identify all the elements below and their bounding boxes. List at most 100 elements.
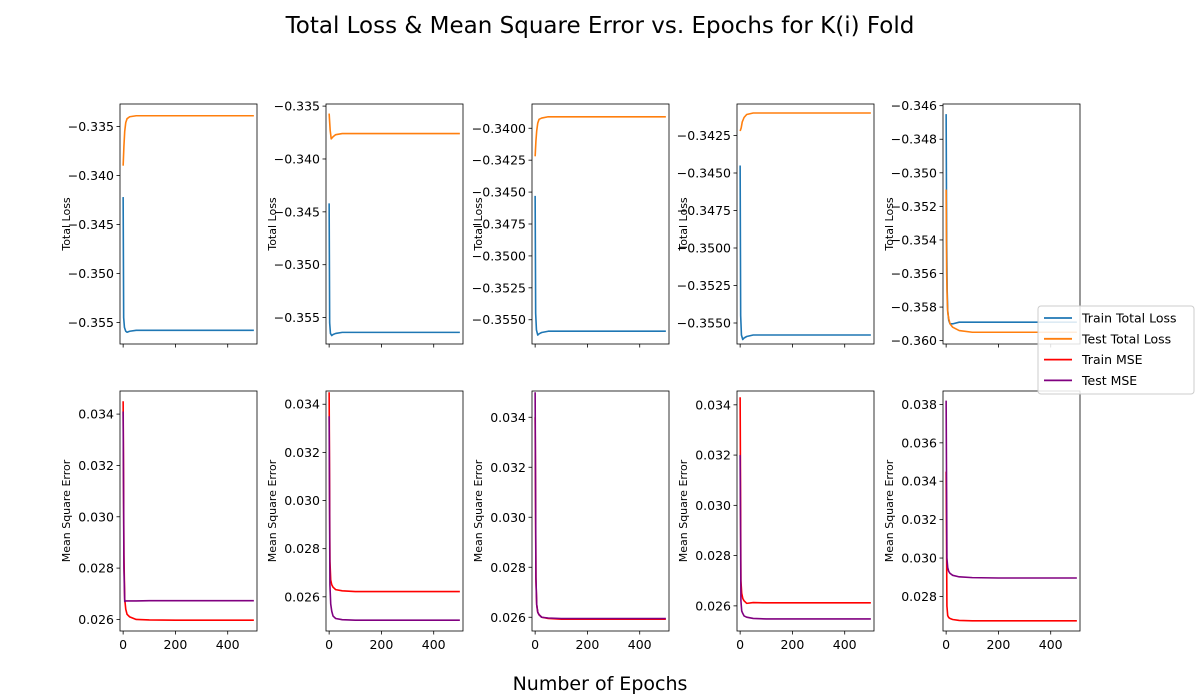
subplot-mse-fold-3: 0.026 0.028 0.030 0.032 0.034 0 200 400 Mean Squ…: [472, 390, 670, 652]
y-tick-label: 0.034: [695, 397, 731, 412]
y-tick-label: −0.346: [891, 98, 937, 113]
y-axis-label: Mean Square Error: [677, 459, 690, 562]
y-tick-label: −0.3450: [677, 166, 731, 181]
y-tick-label: −0.3450: [472, 185, 526, 200]
axes-frame: [531, 390, 670, 632]
legend-label: Test Total Loss: [1081, 331, 1171, 346]
y-axis-label: Mean Square Error: [266, 459, 279, 562]
x-tick-label: 0: [942, 637, 950, 652]
y-tick-label: −0.3525: [677, 278, 731, 293]
y-tick-label: 0.032: [901, 512, 937, 527]
x-tick-label: 400: [1039, 637, 1063, 652]
axes-frame: [736, 103, 875, 345]
y-axis-label: Total Loss: [677, 197, 690, 252]
y-tick-label: 0.026: [490, 610, 526, 625]
y-tick-label: −0.3525: [472, 280, 526, 295]
y-tick-label: −0.3550: [677, 316, 731, 331]
y-tick-label: −0.350: [891, 165, 937, 180]
subplot-mse-fold-2: 0.026 0.028 0.030 0.032 0.034 0 200 400 Mean Squ…: [266, 390, 464, 652]
y-tick-label: 0.034: [78, 407, 114, 422]
series-line-test-mse: [945, 400, 1077, 579]
legend-box: [1037, 305, 1195, 395]
axes-frame: [325, 390, 464, 632]
series-line-train-mse: [328, 392, 460, 593]
subplot-loss-fold-5: −0.360 −0.358 −0.356 −0.354 −0.352 −0.350 −0.3…: [883, 98, 1081, 348]
x-tick-label: 200: [780, 637, 804, 652]
y-tick-label: −0.3475: [472, 217, 526, 232]
axes-frame: [119, 103, 258, 345]
x-tick-label: 400: [833, 637, 857, 652]
y-axis-label: Mean Square Error: [60, 459, 73, 562]
y-axis-label: Mean Square Error: [883, 459, 896, 562]
y-tick-label: 0.038: [901, 397, 937, 412]
x-tick-label: 400: [422, 637, 446, 652]
legend: Train Total Loss Test Total Loss Train MSE…: [1037, 305, 1195, 395]
y-tick-label: −0.3425: [472, 153, 526, 168]
y-tick-label: −0.3500: [677, 241, 731, 256]
y-tick-label: −0.355: [68, 315, 114, 330]
y-axis-label: Total Loss: [472, 197, 485, 252]
figure-title: Total Loss & Mean Square Error vs. Epoch…: [285, 13, 915, 39]
y-tick-label: 0.030: [901, 551, 937, 566]
y-tick-label: 0.028: [901, 589, 937, 604]
y-tick-label: −0.358: [891, 300, 937, 315]
subplot-mse-fold-5: 0.028 0.030 0.032 0.034 0.036 0.038 0 200 400 Mea…: [883, 390, 1081, 652]
series-line-test-total-loss: [122, 114, 254, 166]
y-axis-label: Total Loss: [266, 197, 279, 252]
series-line-train-total-loss: [328, 203, 460, 337]
series-line-test-mse: [534, 392, 666, 620]
y-tick-label: −0.3550: [472, 312, 526, 327]
subplot-loss-fold-3: −0.3550 −0.3525 −0.3500 −0.3475 −0.3450 −0.34…: [472, 103, 670, 348]
subplot-loss-fold-2: −0.355 −0.350 −0.345 −0.340 −0.335 Total Loss: [266, 99, 464, 348]
y-tick-label: −0.355: [274, 310, 320, 325]
y-tick-label: 0.028: [490, 560, 526, 575]
x-tick-label: 200: [163, 637, 187, 652]
y-tick-label: 0.028: [284, 541, 320, 556]
legend-label: Train MSE: [1081, 352, 1143, 367]
x-tick-label: 400: [628, 637, 652, 652]
y-tick-label: 0.028: [78, 561, 114, 576]
x-tick-label: 200: [575, 637, 599, 652]
y-tick-label: 0.028: [695, 548, 731, 563]
legend-label: Train Total Loss: [1081, 311, 1177, 326]
subplot-loss-fold-1: −0.355 −0.350 −0.345 −0.340 −0.335 Total Loss: [60, 103, 258, 348]
series-line-train-total-loss: [739, 165, 871, 341]
subplot-mse-fold-4: 0.026 0.028 0.030 0.032 0.034 0 200 400 Mean Squ…: [677, 390, 875, 652]
y-tick-label: 0.030: [284, 493, 320, 508]
axes-frame: [325, 103, 464, 345]
series-line-train-mse: [122, 401, 254, 622]
y-axis-label: Total Loss: [883, 197, 896, 252]
y-tick-label: −0.350: [274, 257, 320, 272]
y-tick-label: −0.335: [274, 99, 320, 114]
series-line-test-mse: [122, 411, 254, 603]
x-tick-label: 400: [216, 637, 240, 652]
series-line-train-total-loss: [122, 197, 254, 334]
y-tick-label: −0.354: [891, 232, 937, 247]
series-line-train-mse: [739, 397, 871, 605]
y-tick-label: 0.026: [284, 589, 320, 604]
y-tick-label: −0.3500: [472, 248, 526, 263]
y-tick-label: 0.030: [78, 509, 114, 524]
series-line-test-total-loss: [534, 115, 666, 157]
axes-frame: [736, 390, 875, 632]
y-tick-label: −0.356: [891, 266, 937, 281]
x-tick-label: 0: [325, 637, 333, 652]
y-tick-label: −0.3475: [677, 203, 731, 218]
y-tick-label: −0.352: [891, 199, 937, 214]
series-line-test-total-loss: [328, 113, 460, 140]
x-tick-label: 0: [119, 637, 127, 652]
y-axis-label: Total Loss: [60, 197, 73, 252]
y-tick-label: −0.360: [891, 333, 937, 348]
y-tick-label: 0.026: [695, 598, 731, 613]
axes-frame: [942, 103, 1081, 345]
x-tick-label: 0: [531, 637, 539, 652]
subplot-grid: −0.355 −0.350 −0.345 −0.340 −0.335 Total Loss…: [60, 98, 1081, 652]
series-line-test-total-loss: [945, 189, 1077, 334]
y-tick-label: 0.032: [490, 460, 526, 475]
y-tick-label: 0.030: [490, 510, 526, 525]
y-tick-label: −0.345: [68, 217, 114, 232]
subplot-loss-fold-4: −0.3550 −0.3525 −0.3500 −0.3475 −0.3450 −0.34…: [677, 103, 875, 348]
y-tick-label: −0.3400: [472, 121, 526, 136]
x-tick-label: 0: [736, 637, 744, 652]
legend-label: Test MSE: [1081, 373, 1137, 388]
